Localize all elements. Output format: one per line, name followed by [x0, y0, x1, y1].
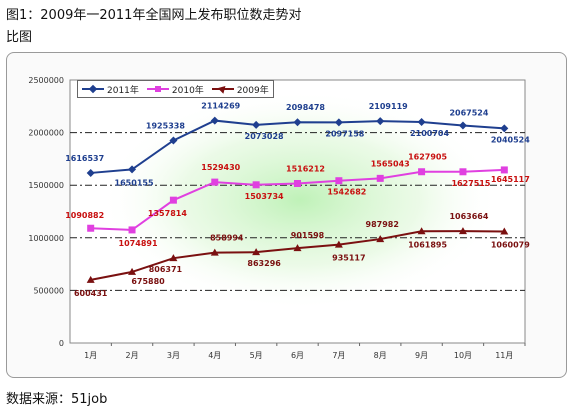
data-label: 1925338 [146, 121, 185, 130]
x-tick-label: 6月 [291, 351, 304, 360]
x-tick-label: 4月 [208, 351, 221, 360]
data-label: 2073028 [245, 132, 284, 141]
data-point-marker [376, 117, 385, 126]
data-point-marker [417, 227, 426, 235]
data-point-marker [86, 168, 95, 177]
data-point-marker [335, 177, 343, 185]
legend: 2011年 2010年 2009年 [77, 80, 274, 98]
data-point-marker [376, 174, 384, 182]
data-point-marker [87, 224, 95, 232]
data-label: 1090882 [65, 211, 104, 220]
chart-title: 图1：2009年一2011年全国网上发布职位数走势对 比图 [6, 5, 426, 49]
data-label: 1627905 [408, 153, 447, 162]
data-label: 1645117 [491, 175, 530, 184]
data-label: 1542682 [327, 188, 366, 197]
legend-swatch-2009 [211, 85, 234, 93]
data-point-marker [128, 165, 137, 174]
data-point-marker [169, 196, 177, 204]
x-tick-label: 3月 [167, 351, 180, 360]
data-point-marker [500, 227, 509, 235]
legend-label-2011: 2011年 [107, 85, 139, 96]
data-label: 2109119 [369, 102, 408, 111]
data-source: 数据来源：51job [6, 392, 108, 407]
data-label: 2040524 [491, 135, 530, 144]
data-label: 863296 [247, 259, 281, 268]
data-point-marker [210, 116, 219, 125]
data-point-marker [500, 124, 509, 133]
legend-label-2009: 2009年 [236, 85, 269, 96]
y-tick-label: 500000 [33, 286, 64, 295]
data-point-marker [334, 240, 343, 248]
x-tick-label: 2月 [125, 351, 138, 360]
data-label: 1565043 [371, 159, 410, 168]
data-point-marker [210, 248, 219, 256]
x-tick-label: 11月 [495, 351, 513, 360]
data-label: 987982 [366, 220, 399, 229]
y-tick-label: 1000000 [28, 234, 64, 243]
data-label: 1357814 [148, 209, 187, 218]
data-label: 1074891 [119, 239, 158, 248]
legend-item-2011: 2011年 [82, 83, 139, 96]
x-tick-label: 9月 [415, 351, 428, 360]
chart-title-line-1: 图1：2009年一2011年全国网上发布职位数走势对 [6, 8, 302, 23]
x-tick-label: 10月 [454, 351, 472, 360]
data-point-marker [459, 168, 467, 176]
data-point-marker [169, 136, 178, 145]
data-label: 2097158 [325, 129, 364, 138]
x-tick-label: 8月 [374, 351, 387, 360]
data-point-marker [169, 254, 178, 262]
data-label: 675880 [131, 277, 165, 286]
data-point-marker [417, 118, 426, 127]
legend-label-2010: 2010年 [171, 85, 204, 96]
legend-item-2010: 2010年 [146, 83, 204, 96]
data-point-marker [86, 275, 95, 283]
data-point-marker [128, 267, 137, 275]
data-label: 2067524 [449, 108, 488, 117]
data-label: 1529430 [201, 163, 240, 172]
data-point-marker [293, 118, 302, 127]
data-label: 1650155 [115, 178, 154, 187]
data-point-marker [458, 121, 467, 130]
y-tick-label: 2500000 [28, 76, 64, 85]
data-point-marker [293, 244, 302, 252]
data-point-marker [418, 168, 426, 176]
legend-swatch-2010 [146, 85, 169, 93]
x-tick-label: 1月 [84, 351, 97, 360]
data-point-marker [128, 226, 136, 234]
data-label: 2114269 [201, 102, 240, 111]
legend-swatch-2011 [82, 85, 104, 93]
data-label: 1063664 [449, 212, 488, 221]
y-tick-label: 2000000 [28, 129, 64, 138]
data-label: 901598 [291, 231, 325, 240]
data-point-marker [211, 178, 219, 186]
data-label: 935117 [332, 254, 365, 263]
data-point-marker [376, 235, 385, 243]
chart-title-line-2: 比图 [6, 30, 33, 45]
data-point-marker [252, 248, 261, 256]
data-point-marker [334, 118, 343, 127]
x-tick-label: 5月 [250, 351, 263, 360]
legend-item-2009: 2009年 [211, 83, 269, 96]
data-label: 2098478 [286, 103, 325, 112]
data-point-marker [458, 227, 467, 235]
data-label: 858994 [210, 234, 244, 243]
y-tick-label: 1500000 [28, 181, 64, 190]
data-label: 1627515 [451, 179, 490, 188]
data-label: 1061895 [408, 240, 447, 249]
data-point-marker [252, 120, 261, 129]
data-label: 1516212 [286, 164, 325, 173]
data-label: 2100704 [410, 129, 449, 138]
data-label: 600431 [74, 289, 108, 298]
data-point-marker [500, 166, 508, 174]
x-tick-label: 7月 [332, 351, 345, 360]
data-label: 1503734 [245, 192, 284, 201]
data-point-marker [252, 181, 260, 189]
y-tick-label: 0 [59, 339, 64, 348]
data-point-marker [294, 179, 301, 187]
data-label: 806371 [149, 265, 183, 274]
data-label: 1616537 [65, 154, 104, 163]
data-label: 1060079 [491, 240, 530, 249]
